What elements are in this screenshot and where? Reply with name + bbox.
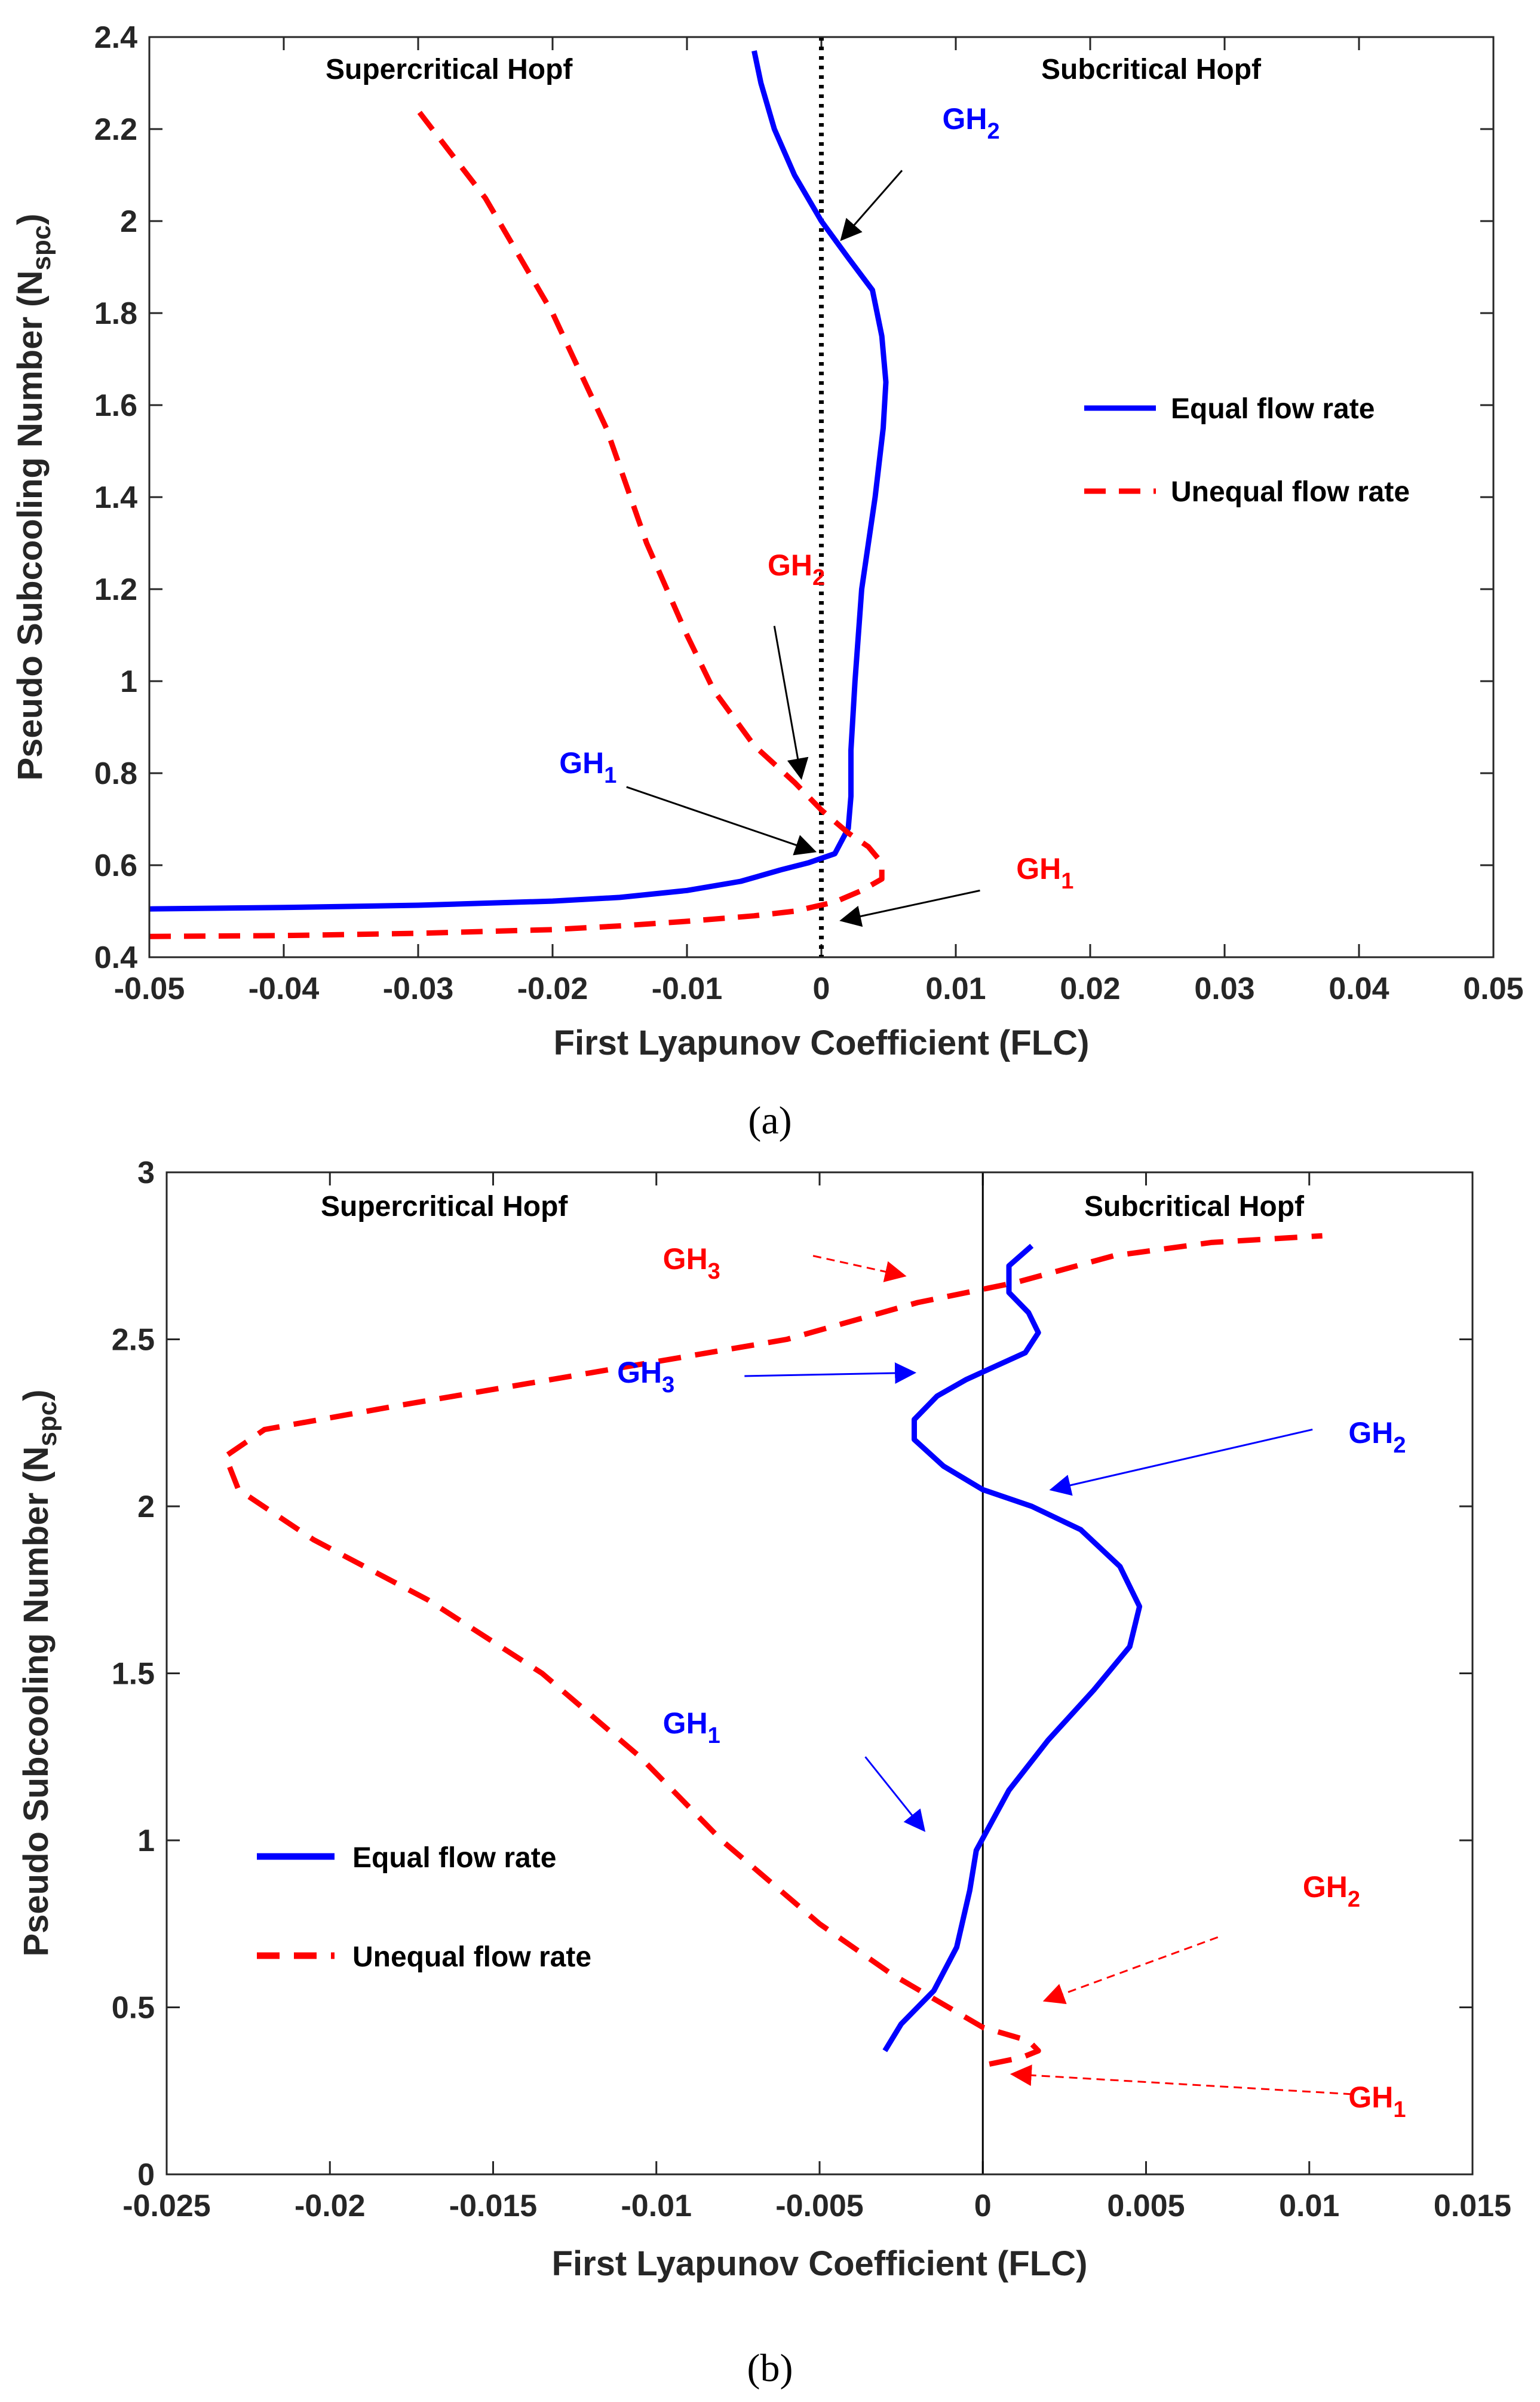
supercritical-label-b: Supercritical Hopf (321, 1191, 568, 1223)
gh2-blue-arrow-a (840, 170, 903, 241)
gh1-blue-arrow-a (626, 786, 817, 856)
gh1-red-arrow-a (839, 889, 980, 927)
unequal-flow-rate-line-b (222, 1233, 1323, 2067)
x-tick-label: -0.03 (383, 972, 454, 1006)
y-tick-labels-b: 0 0.5 1 1.5 2 2.5 3 (112, 1156, 155, 2192)
y-tick-label: 1.4 (94, 480, 137, 515)
y-tick-label: 2 (120, 204, 137, 239)
x-tick-label: -0.025 (122, 2189, 210, 2223)
x-tick-label: 0.01 (1279, 2189, 1339, 2223)
supercritical-label-a: Supercritical Hopf (326, 54, 573, 85)
y-tick-label: 2 (137, 1490, 155, 1524)
annotations-a: GH2 GH2 GH1 GH1 (559, 102, 1073, 927)
y-tick-label: 2.2 (94, 112, 137, 147)
y-tick-label: 0.6 (94, 848, 137, 883)
legend-equal-label-a: Equal flow rate (1171, 393, 1375, 425)
x-axis-title-b: First Lyapunov Coefficient (FLC) (552, 2244, 1088, 2283)
legend-unequal-label-b: Unequal flow rate (352, 1941, 591, 1973)
unequal-flow-rate-line-a (149, 109, 885, 939)
x-tick-label: 0.03 (1194, 972, 1254, 1006)
y-tick-label: 0.8 (94, 756, 137, 791)
gh2-red-label-a: GH2 (768, 549, 825, 590)
equal-flow-rate-line-a (149, 50, 889, 912)
gh1-red-arrow-b (1010, 2064, 1352, 2095)
gh3-blue-label-b: GH3 (617, 1356, 674, 1398)
x-tick-labels-b: -0.025 -0.02 -0.015 -0.01 -0.005 0 0.005 0.01 0.… (122, 2189, 1511, 2223)
y-axis-title-a: Pseudo Subcooling Number (Nspc) (11, 213, 56, 780)
x-tick-label: 0.04 (1329, 972, 1389, 1006)
caption-b: (b) (747, 2346, 793, 2390)
x-tick-label: -0.015 (449, 2189, 537, 2223)
legend-unequal-label-a: Unequal flow rate (1171, 476, 1410, 508)
x-tick-label: 0.05 (1463, 972, 1523, 1006)
panel-b: -0.025 -0.02 -0.015 -0.01 -0.005 0 0.005 0.01 0.… (17, 1156, 1511, 2390)
x-tick-label: -0.005 (775, 2189, 863, 2223)
y-tick-label: 0.5 (112, 1991, 155, 2026)
x-tick-label: 0.005 (1107, 2189, 1185, 2223)
gh3-red-arrow-b (812, 1255, 907, 1282)
gh2-red-arrow-b (1042, 1936, 1219, 2005)
x-tick-label: 0.015 (1434, 2189, 1511, 2223)
x-tick-label: 0 (974, 2189, 992, 2223)
gh1-red-label-a: GH1 (1016, 852, 1073, 894)
y-tick-label: 0.4 (94, 940, 137, 975)
gh2-blue-label-a: GH2 (943, 102, 1000, 144)
gh1-blue-label-a: GH1 (559, 746, 616, 788)
gh2-red-arrow-a (773, 626, 809, 780)
equal-flow-rate-line-b (882, 1243, 1143, 2052)
gh2-blue-label-b: GH2 (1348, 1416, 1406, 1458)
y-axis-title-b: Pseudo Subcooling Number (Nspc) (17, 1389, 62, 1956)
gh1-red-label-b: GH1 (1348, 2081, 1406, 2122)
y-tick-labels-a: 0.4 0.6 0.8 1 1.2 1.4 1.6 1.8 2 2.2 2.4 (94, 20, 137, 975)
x-tick-label: 0.02 (1060, 972, 1120, 1006)
y-tick-label: 1 (120, 664, 137, 699)
x-tick-label: -0.02 (294, 2189, 366, 2223)
x-tick-label: -0.01 (652, 972, 723, 1006)
x-axis-title-a: First Lyapunov Coefficient (FLC) (554, 1024, 1090, 1062)
x-tick-label: -0.02 (517, 972, 588, 1006)
caption-a: (a) (748, 1099, 792, 1142)
annotations-b: GH3 GH3 GH2 GH1 GH2 GH1 (617, 1242, 1406, 2122)
y-tick-label: 1.8 (94, 296, 137, 331)
x-tick-label: 0.01 (925, 972, 986, 1006)
x-tick-label: -0.01 (621, 2189, 692, 2223)
x-tick-label: -0.05 (114, 972, 185, 1006)
y-tick-label: 1 (137, 1824, 155, 1858)
panel-a: -0.05 -0.04 -0.03 -0.02 -0.01 0 0.01 0.02 0.03 0.… (11, 20, 1524, 1142)
legend-equal-label-b: Equal flow rate (352, 1842, 556, 1874)
y-tick-label: 2.5 (112, 1323, 155, 1358)
x-tick-label: -0.04 (249, 972, 320, 1006)
plot-frame-b (165, 1171, 1474, 2176)
y-tick-label: 3 (137, 1156, 155, 1190)
gh2-red-label-b: GH2 (1303, 1870, 1360, 1912)
plot-frame-a (148, 36, 1495, 958)
gh3-red-label-b: GH3 (663, 1242, 720, 1284)
legend-a: Equal flow rate Unequal flow rate (1084, 393, 1410, 508)
gh1-blue-arrow-b (864, 1756, 926, 1833)
y-tick-label: 1.6 (94, 388, 137, 423)
gh1-blue-label-b: GH1 (663, 1706, 720, 1748)
subcritical-label-b: Subcritical Hopf (1084, 1191, 1305, 1223)
y-tick-label: 1.2 (94, 572, 137, 607)
y-tick-label: 1.5 (112, 1657, 155, 1692)
gh3-blue-arrow-b (744, 1362, 917, 1384)
plot-area-b (167, 1172, 1472, 2174)
gh2-blue-arrow-b (1049, 1428, 1313, 1496)
x-tick-label: 0 (813, 972, 830, 1006)
y-tick-label: 2.4 (94, 20, 137, 55)
x-tick-labels-a: -0.05 -0.04 -0.03 -0.02 -0.01 0 0.01 0.02 0.03 0.… (114, 972, 1524, 1006)
legend-b: Equal flow rate Unequal flow rate (257, 1842, 591, 1973)
subcritical-label-a: Subcritical Hopf (1041, 54, 1262, 85)
y-tick-label: 0 (137, 2158, 155, 2192)
